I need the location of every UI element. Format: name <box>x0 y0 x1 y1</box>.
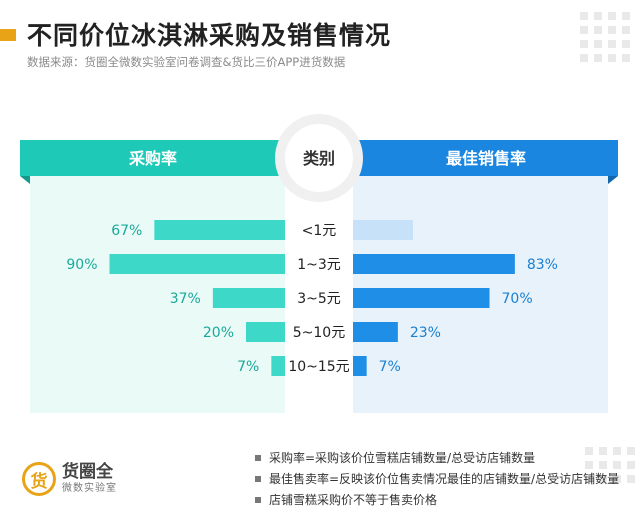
logo-subtitle: 微数实验室 <box>62 483 117 494</box>
purchase-bar <box>154 220 285 240</box>
sales-value-label: 7% <box>379 359 401 375</box>
purchase-bar <box>271 356 285 376</box>
decorative-dots-top <box>580 12 630 62</box>
note-item: 最佳售卖率=反映该价位售卖情况最佳的店铺数量/总受访店铺数量 <box>255 468 619 489</box>
purchase-value-label: 7% <box>237 359 259 375</box>
page-title: 不同价位冰淇淋采购及销售情况 <box>27 21 392 50</box>
sales-value-label: 83% <box>527 257 558 273</box>
data-source: 数据来源：货圈全微数实验室问卷调查&货比三价APP进货数据 <box>27 55 346 69</box>
sales-header-bar <box>353 140 618 176</box>
sales-value-label: 23% <box>410 325 441 341</box>
note-text: 最佳售卖率=反映该价位售卖情况最佳的店铺数量/总受访店铺数量 <box>269 472 620 486</box>
purchase-value-label: 37% <box>170 291 201 307</box>
note-item: 店铺雪糕采购价不等于售卖价格 <box>255 489 619 510</box>
sales-bar-no-data <box>353 220 413 240</box>
bullet-square-icon <box>255 496 261 503</box>
sales-value-label: 70% <box>502 291 533 307</box>
note-item: 采购率=采购该价位雪糕店铺数量/总受访店铺数量 <box>255 447 619 468</box>
sales-panel-bg <box>353 148 608 413</box>
category-header: 类别 <box>303 149 335 168</box>
purchase-series-label: 采购率 <box>128 149 177 168</box>
note-text: 店铺雪糕采购价不等于售卖价格 <box>269 493 438 507</box>
purchase-bar <box>109 254 285 274</box>
category-circle-inner <box>285 124 353 192</box>
purchase-header-bar <box>20 140 285 176</box>
purchase-bar <box>246 322 285 342</box>
note-text: 采购率=采购该价位雪糕店铺数量/总受访店铺数量 <box>269 451 536 465</box>
sales-bar <box>353 288 490 308</box>
sales-bar <box>353 254 515 274</box>
decorative-dots-bottom <box>585 447 635 483</box>
category-label: 5~10元 <box>293 325 345 341</box>
bullet-square-icon <box>255 454 261 461</box>
category-label: <1元 <box>302 223 337 239</box>
category-label: 10~15元 <box>288 359 349 375</box>
notes-list: 采购率=采购该价位雪糕店铺数量/总受访店铺数量 最佳售卖率=反映该价位售卖情况最… <box>255 447 619 510</box>
purchase-panel-bg <box>30 148 285 413</box>
sales-series-label: 最佳销售率 <box>446 149 526 168</box>
bullet-square-icon <box>255 475 261 482</box>
category-label: 3~5元 <box>297 291 341 307</box>
sales-header-fold <box>608 176 618 184</box>
purchase-value-label: 67% <box>111 223 142 239</box>
purchase-value-label: 20% <box>203 325 234 341</box>
sales-bar <box>353 322 398 342</box>
purchase-header-fold <box>20 176 30 184</box>
logo-name: 货圈全 <box>62 462 113 482</box>
logo-mark-icon: 货 <box>22 462 56 496</box>
purchase-bar <box>212 288 285 308</box>
purchase-value-label: 90% <box>66 257 97 273</box>
brand-logo: 货 货圈全 微数实验室 <box>22 462 117 496</box>
title-accent-bar <box>0 29 16 41</box>
category-label: 1~3元 <box>297 257 341 273</box>
sales-bar <box>353 356 367 376</box>
